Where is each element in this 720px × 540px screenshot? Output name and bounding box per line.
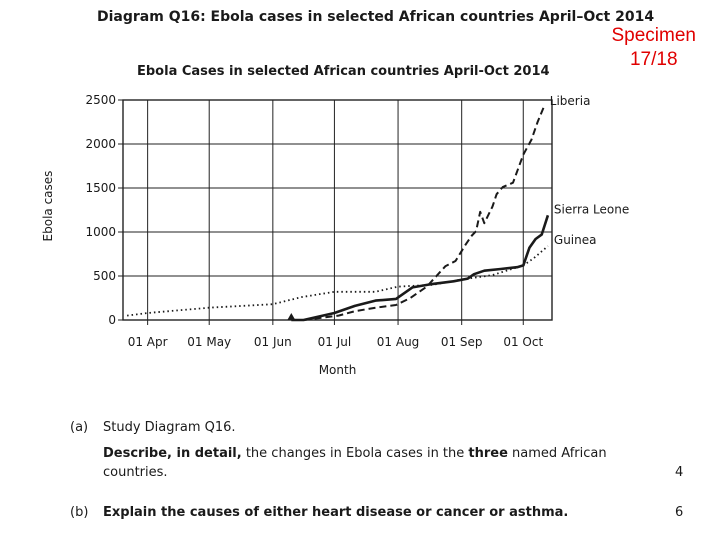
question-a-marks: 4	[675, 465, 684, 480]
y-tick-label: 2500	[85, 93, 116, 107]
question-a-instruction: Study Diagram Q16.	[103, 420, 236, 435]
series-label-sierra-leone: Sierra Leone	[554, 202, 629, 216]
series-line-guinea	[126, 245, 549, 317]
series-line-sierra-leone	[291, 214, 550, 322]
x-axis-label: Month	[319, 363, 357, 377]
question-a-text-bold-3: three	[468, 446, 508, 461]
x-tick-label: 01 Sep	[441, 335, 483, 349]
chart-title: Ebola Cases in selected African countrie…	[137, 64, 550, 79]
x-tick-label: 01 May	[187, 335, 231, 349]
question-a-text-part-4: named African	[507, 446, 607, 461]
question-a-label: (a)	[70, 420, 89, 435]
x-tick-label: 01 Oct	[503, 335, 543, 349]
plot-frame	[122, 99, 553, 321]
question-a-text-part-2: the changes in Ebola cases in the	[241, 446, 469, 461]
question-b-text: Explain the causes of either heart disea…	[103, 505, 569, 520]
specimen-label: Specimen 17/18	[612, 24, 697, 72]
x-tick-label: 01 Apr	[128, 335, 168, 349]
question-a-text-line3: countries.	[103, 465, 168, 480]
x-tick-label: 01 Jun	[254, 335, 292, 349]
series-start-marker-sierra-leone	[287, 313, 296, 320]
y-tick-label: 1500	[85, 181, 116, 195]
x-tick-label: 01 Aug	[377, 335, 420, 349]
series-label-liberia: Liberia	[550, 94, 591, 108]
diagram-title: Diagram Q16: Ebola cases in selected Afr…	[97, 9, 655, 25]
series-label-guinea: Guinea	[554, 233, 597, 247]
question-b-marks: 6	[675, 505, 684, 520]
question-a-text-bold-1: Describe, in detail,	[103, 446, 242, 461]
y-tick-label: 0	[108, 313, 116, 327]
y-axis-label: Ebola cases	[41, 171, 55, 242]
series-line-liberia	[303, 106, 545, 321]
specimen-line-1: Specimen	[611, 25, 697, 46]
y-tick-label: 1000	[85, 225, 116, 239]
x-tick-label: 01 Jul	[318, 335, 352, 349]
specimen-line-2: 17/18	[629, 49, 678, 70]
y-tick-label: 2000	[85, 137, 116, 151]
question-a-text: Describe, in detail, the changes in Ebol…	[103, 444, 607, 463]
question-b-label: (b)	[70, 505, 89, 520]
ebola-line-chart: 0 500 1000 1500 2000 2500 01 Apr 01 May 01 Jun 01…	[41, 93, 629, 377]
y-tick-label: 500	[93, 269, 116, 283]
